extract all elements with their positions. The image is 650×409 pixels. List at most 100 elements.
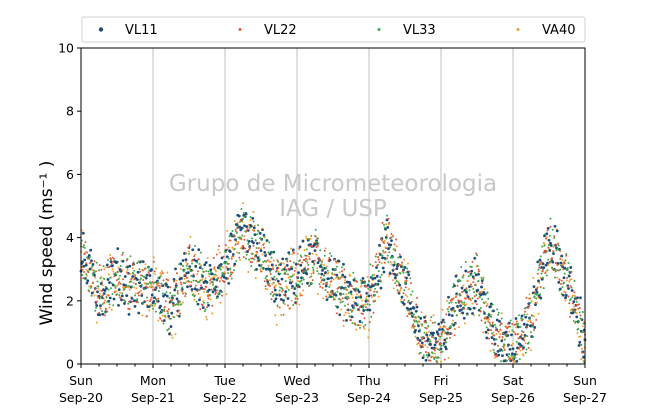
point-vl22 xyxy=(310,234,313,237)
point-vl22 xyxy=(447,328,450,331)
y-tick-label: 10 xyxy=(58,41,74,56)
point-va40 xyxy=(440,335,443,338)
point-vl22 xyxy=(82,277,85,280)
point-vl11 xyxy=(289,281,293,285)
point-vl33 xyxy=(151,304,154,307)
point-vl33 xyxy=(170,300,173,303)
point-vl11 xyxy=(150,268,153,271)
point-vl33 xyxy=(460,265,463,268)
point-vl22 xyxy=(176,289,179,292)
point-vl33 xyxy=(380,273,383,276)
point-vl33 xyxy=(279,272,282,275)
point-vl22 xyxy=(442,321,445,324)
point-vl22 xyxy=(242,244,244,247)
point-vl33 xyxy=(84,278,87,281)
point-vl33 xyxy=(162,322,165,325)
point-vl22 xyxy=(251,257,254,260)
point-vl22 xyxy=(423,320,426,323)
point-va40 xyxy=(237,241,240,244)
point-vl22 xyxy=(266,259,269,262)
point-va40 xyxy=(282,262,285,265)
point-vl22 xyxy=(544,271,547,274)
point-vl11 xyxy=(98,313,102,317)
point-vl22 xyxy=(481,282,484,285)
point-va40 xyxy=(242,201,244,204)
point-vl22 xyxy=(182,292,184,295)
point-vl11 xyxy=(572,300,576,304)
point-vl22 xyxy=(127,307,130,310)
watermark-line-2: IAG / USP xyxy=(279,196,387,222)
point-vl11 xyxy=(358,320,362,323)
point-vl11 xyxy=(472,306,476,310)
point-vl22 xyxy=(223,281,226,284)
point-vl33 xyxy=(171,294,174,297)
point-vl22 xyxy=(520,334,523,337)
point-vl22 xyxy=(543,249,546,252)
point-vl22 xyxy=(446,327,448,330)
point-va40 xyxy=(122,286,124,289)
point-vl11 xyxy=(286,297,290,300)
point-vl33 xyxy=(506,359,508,362)
point-vl33 xyxy=(117,278,120,281)
point-vl22 xyxy=(342,319,345,322)
point-vl22 xyxy=(128,300,130,303)
point-va40 xyxy=(84,251,87,254)
point-vl22 xyxy=(553,235,556,238)
point-va40 xyxy=(322,297,325,300)
point-va40 xyxy=(464,322,466,325)
point-vl11 xyxy=(354,296,358,300)
point-vl22 xyxy=(113,291,116,294)
point-vl22 xyxy=(454,322,457,325)
point-vl11 xyxy=(399,255,402,259)
point-vl33 xyxy=(284,280,287,283)
legend: VL11 VL22 VL33 VA40 xyxy=(81,16,586,43)
point-vl22 xyxy=(191,258,194,261)
point-vl11 xyxy=(207,288,211,292)
point-vl11 xyxy=(515,359,519,363)
point-vl22 xyxy=(541,270,544,273)
point-vl22 xyxy=(464,297,467,300)
point-vl22 xyxy=(479,292,481,295)
point-vl33 xyxy=(482,310,485,313)
point-va40 xyxy=(486,303,489,306)
point-vl11 xyxy=(485,336,489,340)
point-vl33 xyxy=(86,270,89,273)
y-axis-label: Wind speed (ms⁻¹ ) xyxy=(37,161,57,326)
point-vl33 xyxy=(359,279,362,282)
point-vl11 xyxy=(306,281,309,285)
point-vl22 xyxy=(384,251,387,254)
point-vl33 xyxy=(455,301,457,304)
point-vl33 xyxy=(421,323,424,326)
point-vl33 xyxy=(491,303,494,306)
point-vl33 xyxy=(334,292,337,295)
point-vl11 xyxy=(405,306,409,310)
point-vl33 xyxy=(425,321,427,324)
point-vl33 xyxy=(244,230,247,233)
point-vl33 xyxy=(394,281,397,284)
legend-label-vl33: VL33 xyxy=(403,23,436,38)
point-va40 xyxy=(475,265,478,268)
point-vl11 xyxy=(273,288,277,292)
point-vl11 xyxy=(345,319,348,322)
point-va40 xyxy=(335,277,337,280)
point-vl22 xyxy=(209,278,212,281)
point-vl33 xyxy=(233,247,236,250)
point-va40 xyxy=(188,250,190,253)
point-vl33 xyxy=(496,308,499,311)
point-vl11 xyxy=(252,226,256,230)
point-vl11 xyxy=(89,248,93,252)
point-vl33 xyxy=(191,293,194,296)
point-vl33 xyxy=(255,247,258,250)
point-vl22 xyxy=(230,271,232,274)
point-va40 xyxy=(164,316,167,319)
point-vl22 xyxy=(542,268,544,271)
point-vl11 xyxy=(172,277,176,281)
point-vl11 xyxy=(145,273,149,277)
point-vl22 xyxy=(344,281,346,284)
point-vl33 xyxy=(146,282,149,285)
point-va40 xyxy=(563,290,565,293)
point-vl11 xyxy=(412,306,416,310)
point-vl22 xyxy=(302,270,304,273)
point-vl11 xyxy=(111,264,114,268)
point-vl33 xyxy=(318,283,321,286)
